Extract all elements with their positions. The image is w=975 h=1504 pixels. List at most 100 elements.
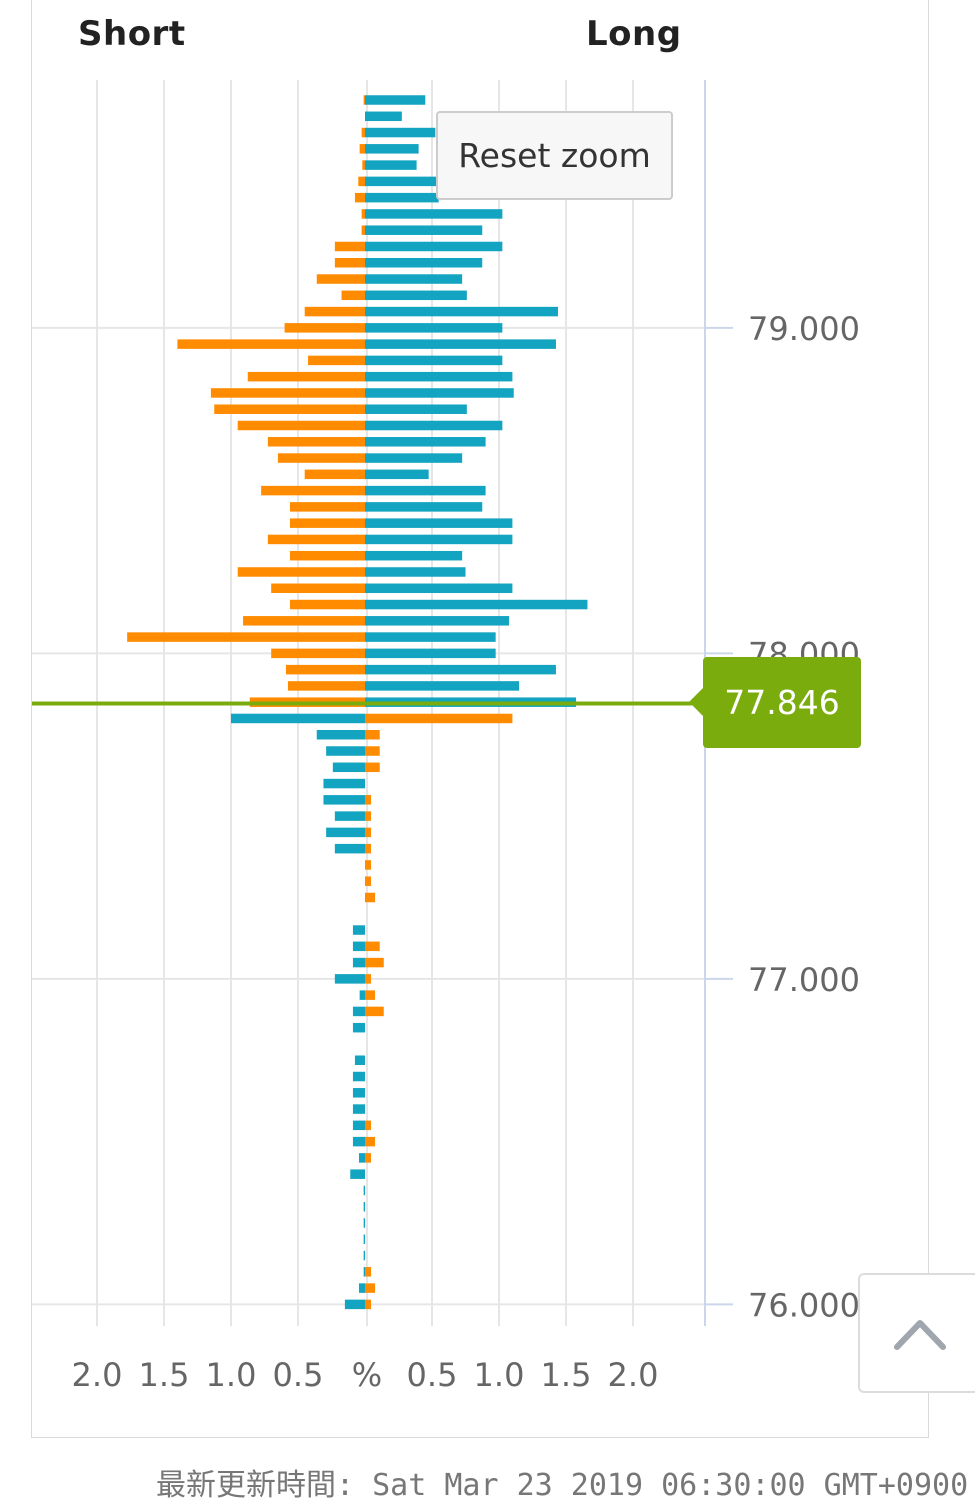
short-bar xyxy=(365,713,513,724)
long-bar xyxy=(365,485,486,496)
long-bar xyxy=(363,1234,365,1245)
short-bar xyxy=(365,892,376,903)
long-bar xyxy=(365,420,503,431)
last-updated-text: 最新更新時間: Sat Mar 23 2019 06:30:00 GMT+090… xyxy=(156,1468,969,1503)
short-bar xyxy=(247,371,365,382)
short-bar xyxy=(365,1267,372,1277)
long-bar xyxy=(365,681,520,691)
short-header: Short xyxy=(78,14,186,54)
short-bar xyxy=(271,583,365,594)
long-bar xyxy=(365,127,436,138)
current-price-tag: 77.846 xyxy=(689,657,861,748)
long-bar xyxy=(352,1071,365,1082)
long-bar xyxy=(365,160,417,170)
short-bar xyxy=(289,599,365,610)
long-bar xyxy=(365,664,556,675)
short-bar xyxy=(361,127,365,138)
short-bar xyxy=(177,339,365,349)
long-bar xyxy=(365,225,483,235)
short-bar xyxy=(214,404,365,414)
short-bar xyxy=(359,144,365,154)
long-bar xyxy=(365,111,402,122)
long-bar xyxy=(363,1218,365,1228)
short-bar xyxy=(365,957,384,968)
short-bar xyxy=(267,534,365,545)
long-bar xyxy=(365,502,483,512)
long-bar xyxy=(344,1299,365,1310)
x-tick-label: 0.5 xyxy=(273,1356,324,1394)
long-bar xyxy=(365,176,439,187)
short-bar xyxy=(365,729,380,740)
long-bar xyxy=(365,371,513,382)
long-bar xyxy=(363,1250,365,1261)
y-tick-label: 77.000 xyxy=(748,961,860,999)
short-bar xyxy=(365,1299,372,1310)
long-bar xyxy=(352,925,365,935)
long-bar xyxy=(365,339,556,349)
long-bar xyxy=(363,1201,365,1212)
short-bar xyxy=(316,274,365,284)
long-bar xyxy=(358,1283,365,1293)
y-tick-label: 79.000 xyxy=(748,310,860,348)
long-bar xyxy=(365,95,426,105)
short-bar xyxy=(285,664,365,675)
short-bar xyxy=(267,437,365,447)
reset-zoom-button[interactable]: Reset zoom xyxy=(436,111,673,200)
long-bar xyxy=(365,144,419,154)
short-bar xyxy=(271,648,365,659)
long-bar xyxy=(323,778,365,789)
long-bar xyxy=(323,795,365,805)
long-bar xyxy=(365,550,463,561)
x-tick-label: 1.0 xyxy=(206,1356,257,1394)
short-bar xyxy=(365,746,380,756)
short-bar xyxy=(334,241,365,252)
x-tick-label: 1.0 xyxy=(474,1356,525,1394)
short-bar xyxy=(365,1283,376,1293)
x-tick-label: % xyxy=(352,1356,382,1394)
short-bar xyxy=(361,225,365,235)
x-tick-label: 1.5 xyxy=(541,1356,592,1394)
y-tick-label: 76.000 xyxy=(748,1286,860,1324)
short-bar xyxy=(334,258,365,268)
short-bar xyxy=(365,762,380,773)
long-bar xyxy=(363,1185,365,1196)
short-bar xyxy=(363,95,365,105)
short-bar xyxy=(237,567,365,577)
long-bar xyxy=(334,811,365,821)
short-bar xyxy=(365,827,372,838)
long-bar xyxy=(365,648,496,659)
long-bar xyxy=(365,355,503,366)
short-bar xyxy=(289,518,365,528)
long-bar xyxy=(365,274,463,284)
long-bar xyxy=(316,729,365,740)
short-bar xyxy=(289,502,365,512)
long-bar xyxy=(359,990,365,1000)
short-bar xyxy=(365,811,372,821)
scroll-to-top-button[interactable] xyxy=(858,1273,975,1393)
long-bar xyxy=(365,632,496,642)
long-header: Long xyxy=(586,14,682,54)
long-bar xyxy=(352,941,365,952)
short-bar xyxy=(365,1153,372,1163)
long-bar xyxy=(332,762,365,773)
long-bar xyxy=(365,518,513,528)
long-bar xyxy=(365,616,510,626)
long-bar xyxy=(352,1136,365,1147)
short-bar xyxy=(304,306,365,317)
short-bar xyxy=(243,616,365,626)
long-bar xyxy=(365,209,503,219)
long-bar xyxy=(326,827,365,838)
long-bar xyxy=(358,1153,365,1163)
short-bar xyxy=(127,632,366,642)
long-bar xyxy=(365,323,503,333)
long-bar xyxy=(350,1169,365,1179)
short-bar xyxy=(365,1120,372,1131)
short-bar xyxy=(210,388,365,398)
long-bar xyxy=(363,1267,365,1277)
short-bar xyxy=(341,290,365,301)
long-bar xyxy=(326,746,365,756)
short-bar xyxy=(308,355,365,366)
long-bar xyxy=(365,192,439,203)
long-bar xyxy=(352,1088,365,1098)
